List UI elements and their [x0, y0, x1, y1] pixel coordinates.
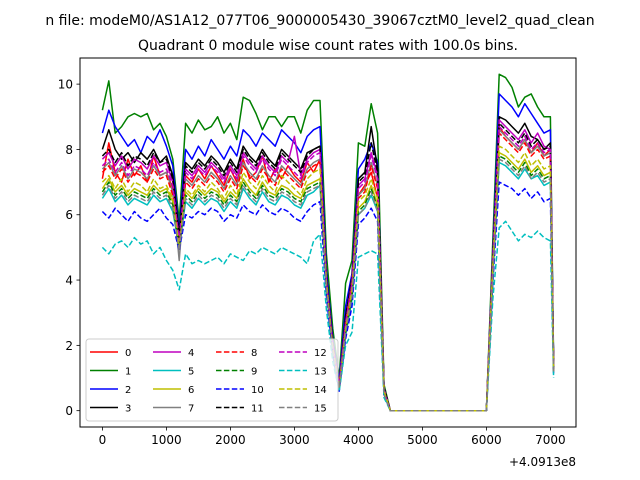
legend-label: 7 [188, 404, 194, 415]
series-line-15 [101, 158, 555, 412]
x-tick-label: 4000 [343, 433, 374, 447]
legend-label: 11 [251, 404, 264, 415]
legend-label: 13 [314, 367, 327, 378]
x-axis: 0 1000 2000 3000 4000 5000 6000 7000 [99, 427, 566, 447]
x-tick-label: 5000 [407, 433, 438, 447]
y-tick-label: 8 [65, 143, 73, 157]
legend-label: 4 [188, 348, 194, 359]
y-tick-label: 0 [65, 404, 73, 418]
y-tick-label: 6 [65, 208, 73, 222]
legend-label: 10 [251, 385, 264, 396]
legend-label: 0 [125, 348, 131, 359]
legend-label: 3 [125, 404, 131, 415]
legend-label: 5 [188, 367, 194, 378]
figure-suptitle: n file: modeM0/AS1A12_077T06_9000005430_… [45, 13, 594, 29]
y-axis: 0 2 4 6 8 10 [58, 78, 80, 418]
chart-title: Quadrant 0 module wise count rates with … [138, 38, 518, 54]
x-tick-label: 2000 [215, 433, 246, 447]
legend-label: 15 [314, 404, 327, 415]
x-axis-offset-label: +4.0913e8 [509, 455, 576, 469]
axes-frame [79, 57, 577, 428]
legend-label: 12 [314, 348, 327, 359]
series-layer [101, 73, 555, 412]
x-tick-label: 6000 [471, 433, 502, 447]
legend-label: 9 [251, 367, 257, 378]
legend-label: 14 [314, 385, 327, 396]
y-tick-label: 2 [65, 339, 73, 353]
x-tick-label: 0 [99, 433, 107, 447]
legend-label: 6 [188, 385, 194, 396]
x-tick-label: 1000 [151, 433, 182, 447]
legend-label: 8 [251, 348, 257, 359]
y-tick-label: 4 [65, 274, 73, 288]
x-tick-label: 7000 [535, 433, 566, 447]
y-tick-label: 10 [58, 78, 73, 92]
x-tick-label: 3000 [279, 433, 310, 447]
legend-label: 2 [125, 385, 131, 396]
legend-box [85, 338, 339, 422]
legend-label: 1 [125, 367, 131, 378]
